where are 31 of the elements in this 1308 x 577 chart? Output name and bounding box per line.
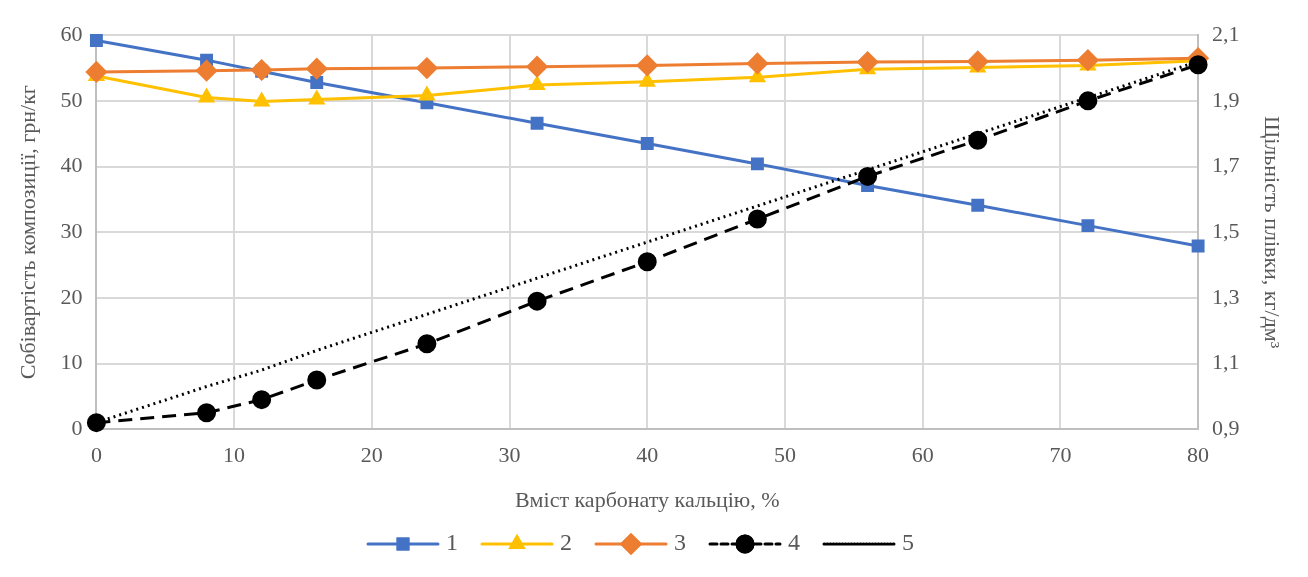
y-tick-label: 20 bbox=[60, 283, 83, 309]
legend-label: 2 bbox=[560, 529, 572, 556]
y2-tick-label: 1,1 bbox=[1212, 349, 1240, 375]
y2-tick-label: 1,7 bbox=[1212, 152, 1240, 178]
y-axis-title: Собівартість композиції, грн/кг bbox=[14, 85, 40, 380]
x-tick-label: 40 bbox=[636, 442, 659, 468]
x-tick-label: 20 bbox=[360, 442, 383, 468]
x-tick-label: 60 bbox=[911, 442, 934, 468]
y2-tick-label: 1,5 bbox=[1212, 217, 1240, 243]
x-tick-label: 50 bbox=[773, 442, 796, 468]
y2-tick-label: 1,9 bbox=[1212, 86, 1240, 112]
x-tick-label: 70 bbox=[1049, 442, 1072, 468]
y-tick-label: 50 bbox=[60, 86, 83, 112]
x-tick-label: 80 bbox=[1187, 442, 1210, 468]
legend-label: 5 bbox=[902, 529, 914, 556]
y-tick-label: 30 bbox=[60, 217, 83, 243]
y2-tick-label: 1,3 bbox=[1212, 283, 1240, 309]
y-tick-label: 40 bbox=[60, 152, 83, 178]
y2-tick-label: 2,1 bbox=[1212, 20, 1240, 46]
y-tick-label: 10 bbox=[60, 349, 83, 375]
x-tick-label: 10 bbox=[223, 442, 246, 468]
y-tick-label: 60 bbox=[60, 20, 83, 46]
x-tick-label: 0 bbox=[90, 442, 102, 468]
legend-label: 1 bbox=[446, 529, 458, 556]
x-tick-label: 30 bbox=[498, 442, 521, 468]
y2-tick-label: 0,9 bbox=[1212, 414, 1240, 440]
x-axis-title: Вміст карбонату кальцію, % bbox=[514, 486, 780, 512]
legend-label: 3 bbox=[674, 529, 686, 556]
legend-label: 4 bbox=[788, 529, 800, 556]
y-tick-label: 0 bbox=[71, 414, 83, 440]
y2-axis-title: Щільність плівки, кг/дм³ bbox=[1260, 116, 1286, 349]
